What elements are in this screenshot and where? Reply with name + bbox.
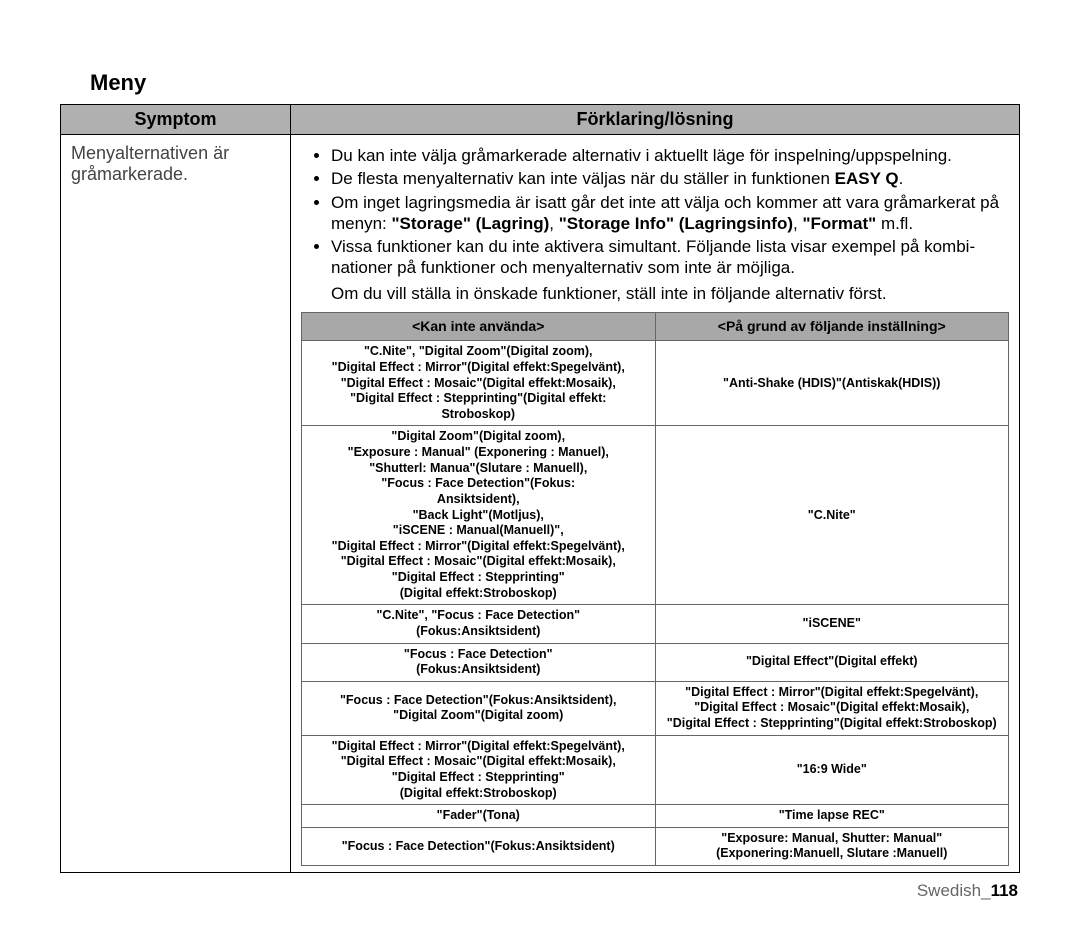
explanation-bullets: Du kan inte välja gråmarkerade alternati… xyxy=(301,145,1009,279)
text: , xyxy=(549,214,558,233)
inner-cell-right: "iSCENE" xyxy=(655,605,1009,643)
inner-cell-right: "Exposure: Manual, Shutter: Manual" (Exp… xyxy=(655,827,1009,865)
explanation-postscript: Om du vill ställa in önskade funktioner,… xyxy=(331,283,1009,304)
explanation-cell: Du kan inte välja gråmarkerade alternati… xyxy=(291,135,1020,873)
text-bold: "Storage" (Lagring) xyxy=(391,214,549,233)
inner-header-left: <Kan inte använda> xyxy=(302,312,656,341)
bullet-item: Vissa funktioner kan du inte aktivera si… xyxy=(331,236,1009,279)
inner-table-row: "C.Nite", "Digital Zoom"(Digital zoom), … xyxy=(302,341,1009,426)
inner-cell-left: "Focus : Face Detection" (Fokus:Ansiktsi… xyxy=(302,643,656,681)
inner-cell-left: "Focus : Face Detection"(Fokus:Ansiktsid… xyxy=(302,681,656,735)
inner-cell-left: "Digital Zoom"(Digital zoom), "Exposure … xyxy=(302,426,656,605)
inner-cell-right: "Digital Effect : Mirror"(Digital effekt… xyxy=(655,681,1009,735)
inner-table-row: "C.Nite", "Focus : Face Detection" (Foku… xyxy=(302,605,1009,643)
text: . xyxy=(899,169,904,188)
footer-pagenum: 118 xyxy=(991,881,1018,900)
footer-language: Swedish_ xyxy=(917,881,991,900)
inner-cell-left: "Focus : Face Detection"(Fokus:Ansiktsid… xyxy=(302,827,656,865)
document-page: Meny Symptom Förklaring/lösning Menyalte… xyxy=(0,0,1080,941)
inner-cell-left: "C.Nite", "Digital Zoom"(Digital zoom), … xyxy=(302,341,656,426)
inner-table-row: "Digital Effect : Mirror"(Digital effekt… xyxy=(302,735,1009,805)
text-bold: "Storage Info" (Lagringsinfo) xyxy=(559,214,793,233)
inner-cell-right: "Time lapse REC" xyxy=(655,805,1009,828)
inner-cell-left: "C.Nite", "Focus : Face Detection" (Foku… xyxy=(302,605,656,643)
inner-cell-right: "16:9 Wide" xyxy=(655,735,1009,805)
section-title: Meny xyxy=(90,70,1020,96)
text-bold: EASY Q xyxy=(835,169,899,188)
inner-cell-right: "Anti-Shake (HDIS)"(Antiskak(HDIS)) xyxy=(655,341,1009,426)
text: De flesta menyalternativ kan inte väljas… xyxy=(331,169,835,188)
symptom-cell: Menyalternativen är gråmarkerade. xyxy=(61,135,291,873)
text: m.fl. xyxy=(876,214,913,233)
inner-table-row: "Fader"(Tona)"Time lapse REC" xyxy=(302,805,1009,828)
column-header-explanation: Förklaring/lösning xyxy=(291,105,1020,135)
inner-cell-left: "Fader"(Tona) xyxy=(302,805,656,828)
inner-cell-right: "C.Nite" xyxy=(655,426,1009,605)
page-footer: Swedish_118 xyxy=(60,881,1020,901)
bullet-item: Du kan inte välja gråmarkerade alternati… xyxy=(331,145,1009,166)
inner-header-right: <På grund av följande inställning> xyxy=(655,312,1009,341)
table-row: Menyalternativen är gråmarkerade. Du kan… xyxy=(61,135,1020,873)
inner-cell-left: "Digital Effect : Mirror"(Digital effekt… xyxy=(302,735,656,805)
text-bold: "Format" xyxy=(802,214,876,233)
column-header-symptom: Symptom xyxy=(61,105,291,135)
bullet-item: Om inget lagringsmedia är isatt går det … xyxy=(331,192,1009,235)
inner-table-row: "Focus : Face Detection" (Fokus:Ansiktsi… xyxy=(302,643,1009,681)
troubleshooting-table: Symptom Förklaring/lösning Menyalternati… xyxy=(60,104,1020,873)
bullet-item: De flesta menyalternativ kan inte väljas… xyxy=(331,168,1009,189)
inner-header-row: <Kan inte använda> <På grund av följande… xyxy=(302,312,1009,341)
inner-table-row: "Focus : Face Detection"(Fokus:Ansiktsid… xyxy=(302,681,1009,735)
inner-cell-right: "Digital Effect"(Digital effekt) xyxy=(655,643,1009,681)
inner-table-row: "Digital Zoom"(Digital zoom), "Exposure … xyxy=(302,426,1009,605)
inner-table-row: "Focus : Face Detection"(Fokus:Ansiktsid… xyxy=(302,827,1009,865)
constraint-table: <Kan inte använda> <På grund av följande… xyxy=(301,312,1009,866)
table-header-row: Symptom Förklaring/lösning xyxy=(61,105,1020,135)
